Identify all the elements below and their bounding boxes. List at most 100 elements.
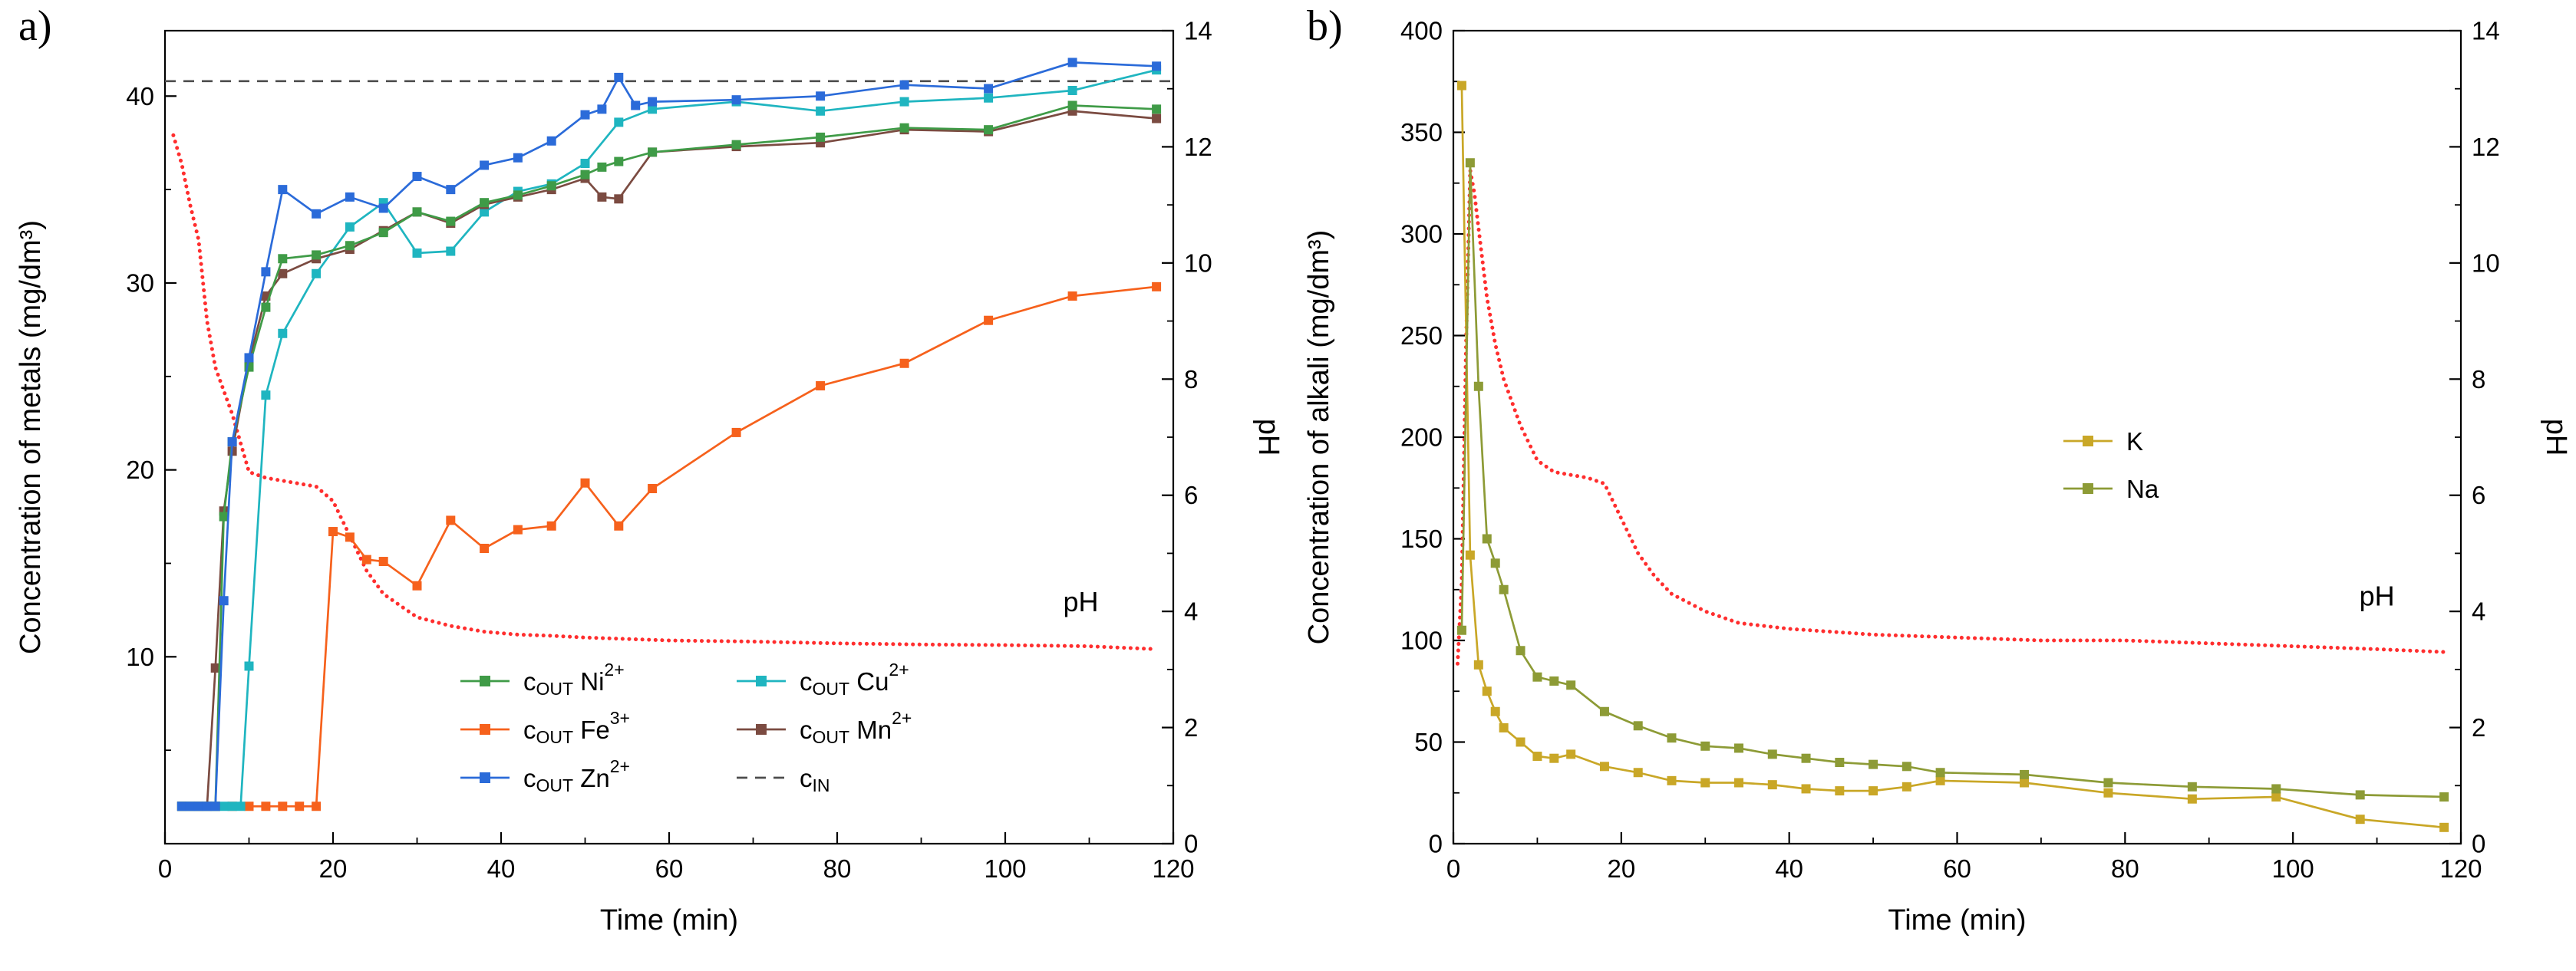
legend: K Na [2063, 427, 2159, 503]
x-tick-label: 0 [1446, 854, 1460, 883]
marker [597, 192, 607, 202]
marker [236, 801, 246, 811]
series-ni-line [181, 104, 1157, 808]
legend-label-cu: cOUT Cu2+ [800, 660, 909, 699]
marker [312, 250, 322, 260]
marker [1067, 291, 1077, 301]
y-right-tick-label: 2 [2472, 713, 2485, 742]
legend-marker-na [2083, 483, 2093, 494]
marker [1935, 775, 1945, 785]
marker [193, 801, 203, 811]
y-left-tick-label: 250 [1400, 321, 1443, 350]
legend-marker-mn [756, 724, 767, 735]
series-zn-markers [176, 58, 1162, 811]
series-cu-markers [176, 65, 1162, 811]
series-k-markers [1456, 81, 2449, 832]
marker [731, 427, 741, 437]
marker [1456, 625, 1466, 635]
panel-b: b) 0 20 40 60 80 100 120 Time (min) 0 50 100 150 200… [1288, 0, 2576, 971]
marker [1067, 58, 1077, 67]
y-left-tick-label: 10 [126, 643, 154, 671]
marker [1490, 706, 1500, 716]
x-axis: 0 20 40 60 80 100 120 Time (min) [1446, 832, 2482, 936]
marker [984, 315, 994, 325]
marker [1516, 646, 1525, 656]
marker [546, 136, 556, 146]
y-left-tick-label: 50 [1414, 728, 1443, 756]
x-tick-label: 20 [319, 854, 348, 883]
y-right-axis: 0 2 4 6 8 10 12 14 pH [1162, 17, 1285, 858]
marker [244, 661, 254, 671]
marker [1599, 706, 1609, 716]
y-right-tick-label: 4 [1184, 597, 1198, 626]
marker [2103, 788, 2113, 798]
marker [984, 93, 994, 103]
marker [210, 663, 220, 673]
marker [244, 353, 254, 363]
series-zn-line [181, 61, 1157, 808]
marker [1667, 733, 1677, 743]
series-k [1456, 81, 2449, 832]
marker [2355, 815, 2365, 825]
marker [513, 190, 523, 200]
marker [278, 268, 288, 278]
marker [219, 596, 229, 606]
legend-label-mn: cOUT Mn2+ [800, 708, 912, 747]
marker [2020, 778, 2030, 788]
series-fe-line [181, 285, 1157, 808]
marker [480, 207, 490, 217]
marker [185, 801, 195, 811]
marker [345, 241, 355, 251]
marker [1801, 753, 1811, 763]
panel-a: a) 0 20 40 60 80 100 120 Time (min) 10 20 30 40 Conc… [15, 2, 1285, 937]
marker [1734, 743, 1744, 753]
marker [244, 801, 254, 811]
marker [1734, 778, 1744, 788]
series-zn [176, 58, 1162, 811]
marker [412, 207, 422, 217]
legend-marker-k [2083, 436, 2093, 446]
marker [631, 100, 641, 110]
legend-label-na: Na [2126, 475, 2159, 503]
series-na-markers [1456, 158, 2449, 802]
y-left-tick-label: 0 [1429, 830, 1443, 858]
marker [2271, 784, 2281, 794]
x-tick-label: 100 [984, 854, 1026, 883]
marker [378, 557, 388, 567]
series-ni-markers [176, 100, 1162, 811]
legend-marker-fe [480, 724, 490, 735]
ph-annotation: pH [2360, 581, 2395, 612]
marker [1499, 584, 1509, 594]
marker [278, 328, 288, 338]
x-tick-label: 80 [823, 854, 852, 883]
marker [1869, 759, 1878, 769]
marker [648, 104, 658, 114]
legend-marker-cu [756, 676, 767, 686]
marker [1767, 780, 1777, 790]
y-right-tick-label: 8 [2472, 365, 2485, 393]
y-left-tick-label: 40 [126, 82, 154, 110]
marker [648, 147, 658, 157]
series-mn [176, 106, 1162, 811]
y-left-axis-title: Concentration of metals (mg/dm³) [15, 220, 47, 654]
marker [2439, 792, 2449, 802]
marker [1901, 782, 1911, 792]
marker [648, 97, 658, 107]
x-tick-label: 40 [1775, 854, 1803, 883]
marker [295, 801, 305, 811]
marker [361, 555, 371, 564]
marker [278, 801, 288, 811]
x-tick-label: 40 [487, 854, 516, 883]
marker [1482, 534, 1492, 544]
marker [648, 484, 658, 494]
marker [1456, 81, 1466, 91]
marker [1067, 100, 1077, 110]
x-tick-label: 120 [2439, 854, 2482, 883]
marker [312, 801, 322, 811]
series-fe [176, 281, 1162, 811]
marker [1465, 158, 1475, 168]
marker [1152, 104, 1162, 114]
series-na-line [1460, 163, 2445, 798]
marker [614, 72, 624, 82]
